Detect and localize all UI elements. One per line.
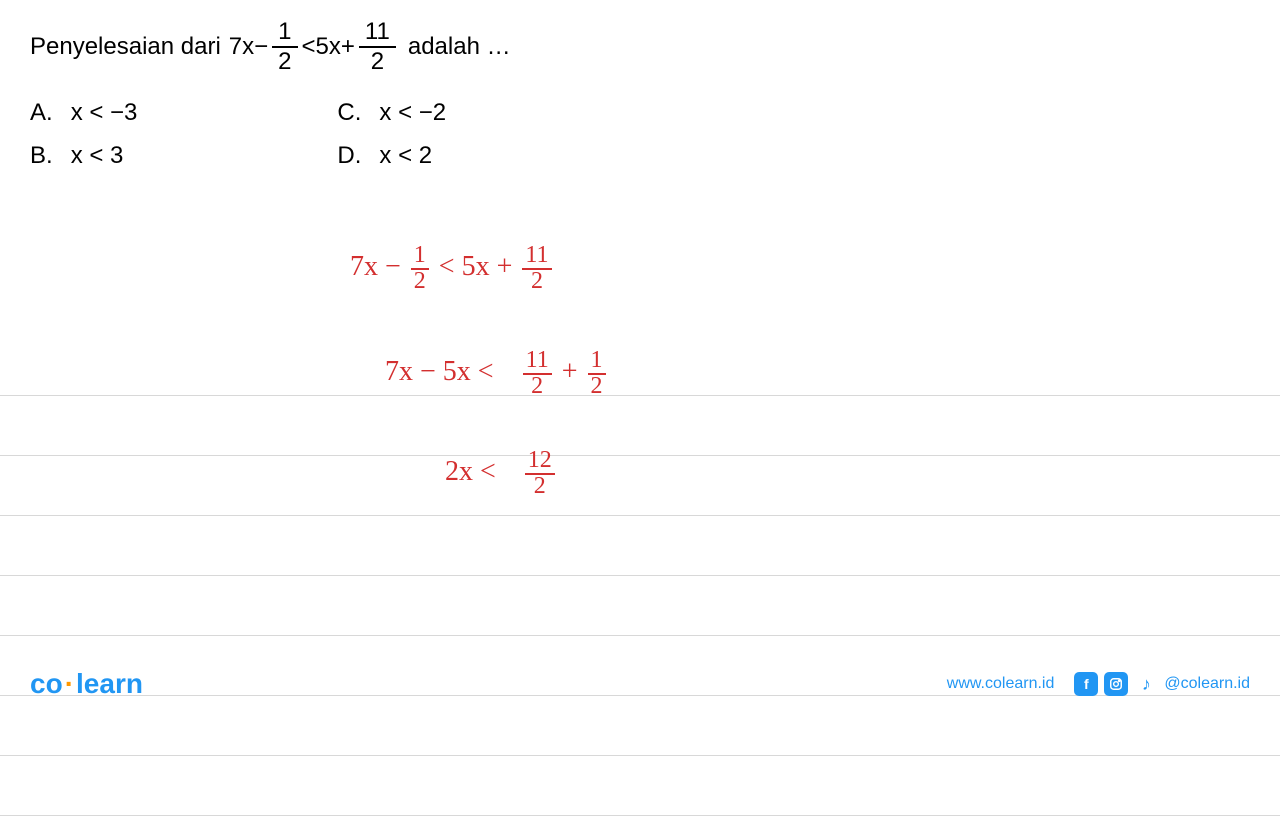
options-col-right: C. x < −2 D. x < 2: [337, 99, 446, 170]
hw-text: 7x − 5x <: [385, 356, 494, 387]
hw-num: 1: [588, 350, 606, 375]
options-col-left: A. x < −3 B. x < 3: [30, 99, 137, 170]
option-text: x < 2: [379, 142, 432, 170]
hw-frac: 11 2: [523, 350, 552, 397]
option-a: A. x < −3: [30, 99, 137, 127]
hw-frac: 12 2: [525, 450, 555, 497]
option-d: D. x < 2: [337, 142, 446, 170]
tiktok-icon: ♪: [1134, 672, 1158, 696]
ruled-line: [0, 455, 1280, 456]
footer-right: www.colearn.id f ♪ @colearn.id: [947, 672, 1250, 696]
hw-den: 2: [411, 270, 429, 293]
term-5x: 5x: [316, 33, 341, 61]
term-7x: 7x: [229, 33, 254, 61]
social-handle: @colearn.id: [1164, 675, 1250, 693]
logo-co: co: [30, 668, 63, 699]
ruled-line: [0, 515, 1280, 516]
hw-text: 7x −: [350, 251, 401, 282]
work-line-3: 2x < 12 2: [445, 450, 558, 497]
hw-den: 2: [588, 375, 606, 398]
logo: co·learn: [30, 668, 143, 700]
plus-sign: +: [341, 33, 355, 61]
option-text: x < −2: [379, 99, 446, 127]
instagram-icon: [1104, 672, 1128, 696]
hw-num: 11: [523, 350, 552, 375]
hw-frac: 11 2: [522, 245, 551, 292]
option-c: C. x < −2: [337, 99, 446, 127]
hw-den: 2: [528, 270, 546, 293]
ruled-line: [0, 575, 1280, 576]
options-container: A. x < −3 B. x < 3 C. x < −2 D. x < 2: [30, 99, 1250, 170]
logo-dot-icon: ·: [65, 668, 74, 699]
hw-num: 1: [411, 245, 429, 270]
hw-den: 2: [531, 475, 549, 498]
frac-den: 2: [365, 48, 390, 74]
hw-text: < 5x +: [439, 251, 513, 282]
work-line-1: 7x − 1 2 < 5x + 11 2: [350, 245, 555, 292]
fraction-1-2: 1 2: [272, 20, 297, 74]
website-url: www.colearn.id: [947, 675, 1055, 693]
question-prefix: Penyelesaian dari: [30, 33, 221, 61]
hw-den: 2: [528, 375, 546, 398]
hw-num: 12: [525, 450, 555, 475]
hw-num: 11: [522, 245, 551, 270]
work-line-2: 7x − 5x < 11 2 + 1 2: [385, 350, 609, 397]
ruled-line: [0, 755, 1280, 756]
social-links: f ♪ @colearn.id: [1074, 672, 1250, 696]
ruled-line: [0, 395, 1280, 396]
option-b: B. x < 3: [30, 142, 137, 170]
frac-num: 1: [272, 20, 297, 48]
frac-num: 11: [359, 20, 396, 48]
minus-sign: −: [254, 33, 268, 61]
hw-frac: 1 2: [411, 245, 429, 292]
option-label: C.: [337, 99, 361, 127]
option-label: B.: [30, 142, 53, 170]
option-label: D.: [337, 142, 361, 170]
question-suffix: adalah …: [408, 33, 511, 61]
fraction-11-2: 11 2: [359, 20, 396, 74]
option-text: x < −3: [71, 99, 138, 127]
ruled-line: [0, 635, 1280, 636]
footer: co·learn www.colearn.id f ♪ @colearn.id: [0, 668, 1280, 700]
facebook-icon: f: [1074, 672, 1098, 696]
option-text: x < 3: [71, 142, 124, 170]
hw-text: +: [562, 356, 578, 387]
option-label: A.: [30, 99, 53, 127]
lt-sign: <: [302, 33, 316, 61]
logo-learn: learn: [76, 668, 143, 699]
hw-text: 2x <: [445, 456, 496, 487]
question-text: Penyelesaian dari 7x − 1 2 < 5x + 11 2 a…: [30, 20, 1250, 74]
frac-den: 2: [272, 48, 297, 74]
hw-frac: 1 2: [588, 350, 606, 397]
